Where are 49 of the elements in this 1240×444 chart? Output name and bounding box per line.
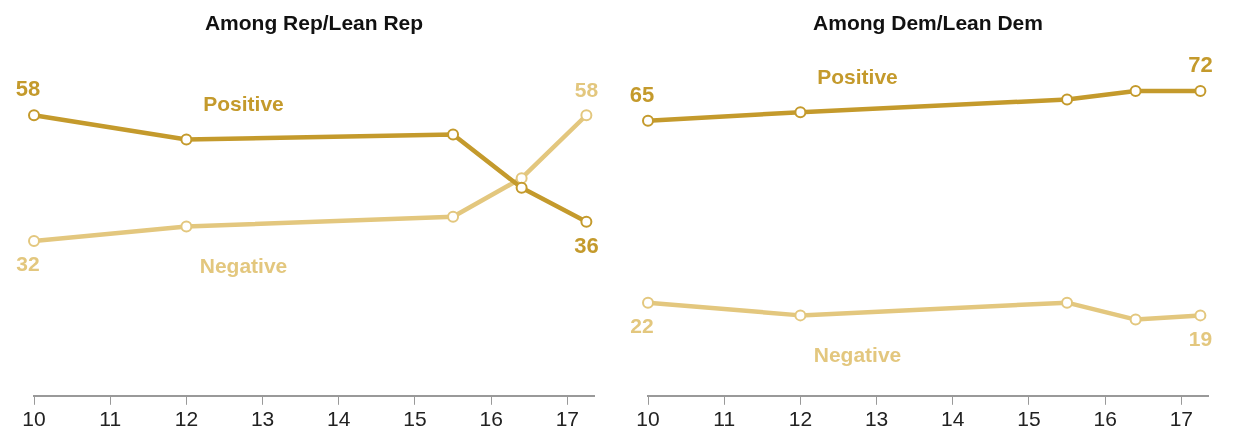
series-label: Positive	[817, 64, 898, 88]
data-label: 19	[1188, 326, 1213, 350]
point	[180, 133, 193, 146]
x-tick-label: 10	[22, 407, 46, 431]
x-tick-label: 10	[636, 407, 660, 431]
data-label: 32	[16, 252, 40, 276]
point	[1061, 93, 1074, 106]
point	[794, 106, 807, 119]
data-label: 58	[15, 76, 41, 102]
point	[1194, 85, 1207, 98]
point	[1129, 85, 1142, 98]
x-tick-label: 13	[250, 407, 275, 431]
point	[1129, 313, 1142, 326]
data-label: 65	[629, 81, 655, 107]
chart-title: Among Dem/Lean Dem	[813, 11, 1043, 35]
series-label: Negative	[813, 342, 902, 366]
x-tick-label: 17	[1169, 407, 1194, 431]
point	[1061, 296, 1074, 309]
point	[642, 114, 654, 127]
point	[515, 181, 528, 194]
x-tick-label: 16	[479, 407, 503, 431]
x-tick-label: 15	[403, 407, 427, 431]
series-label: Negative	[199, 253, 288, 277]
point	[794, 309, 807, 322]
x-tick-label: 11	[99, 407, 122, 431]
data-label: 36	[574, 232, 599, 258]
x-tick-label: 15	[1017, 407, 1041, 431]
x-tick-label: 12	[788, 407, 813, 431]
point	[447, 128, 460, 141]
series-label: Positive	[203, 91, 284, 115]
chart-title: Among Rep/Lean Rep	[204, 11, 424, 35]
point	[180, 220, 193, 233]
data-label: 72	[1188, 52, 1213, 78]
x-tick-label: 12	[174, 407, 199, 431]
x-tick-label: 13	[864, 407, 889, 431]
data-label: 22	[630, 313, 654, 337]
x-tick-label: 11	[713, 407, 736, 431]
point	[642, 296, 654, 309]
point	[28, 109, 40, 122]
point	[447, 210, 460, 223]
point	[28, 235, 40, 248]
x-tick-label: 14	[941, 407, 965, 431]
data-label: 58	[574, 77, 599, 101]
point	[1194, 309, 1207, 322]
point	[580, 109, 593, 122]
x-tick-label: 16	[1093, 407, 1117, 431]
point	[580, 215, 593, 228]
x-tick-label: 17	[555, 407, 580, 431]
x-tick-label: 14	[327, 407, 351, 431]
